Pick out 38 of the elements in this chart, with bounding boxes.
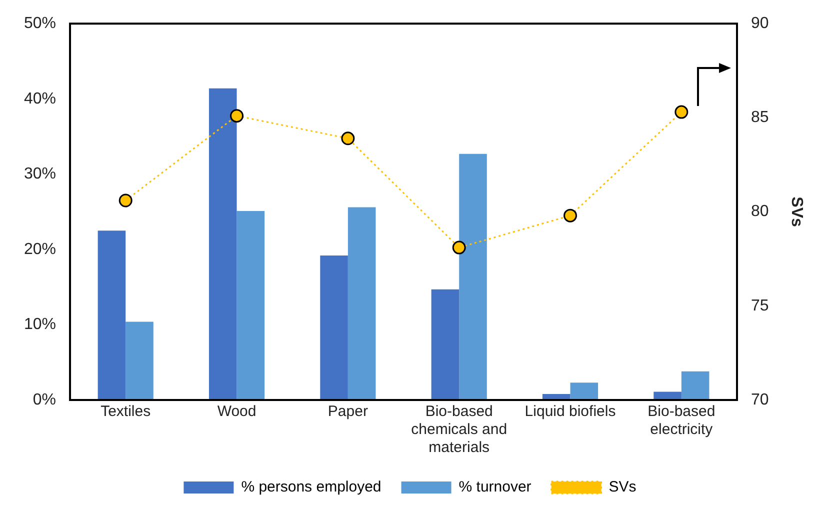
legend-label: % turnover (458, 478, 532, 496)
y-tick-label: 10% (24, 316, 56, 334)
y2-tick-label: 70 (751, 391, 769, 408)
legend-label: SVs (608, 478, 636, 496)
legend-label: % persons employed (241, 478, 382, 496)
x-tick-label: Bio-based electricity (648, 403, 716, 438)
bar (654, 392, 682, 400)
point (341, 132, 355, 146)
y-tick-label: 0% (32, 391, 56, 408)
bar (320, 255, 348, 400)
y-tick-label: 20% (24, 240, 56, 258)
point (674, 105, 688, 119)
bar (126, 322, 154, 400)
point (564, 208, 578, 222)
bar (208, 88, 237, 400)
x-tick-label: Wood (217, 403, 256, 420)
y2-tick-label: 75 (751, 297, 769, 314)
x-tick-label: Textiles (100, 403, 151, 420)
x-tick-label: Bio-based chemicals and materials (411, 403, 508, 456)
bar (98, 230, 126, 400)
y2-tick-label: 90 (751, 15, 769, 32)
y-tick-label: 50% (24, 15, 56, 32)
point (118, 194, 132, 208)
bar (570, 382, 598, 400)
bar (681, 371, 710, 400)
bar (459, 154, 487, 400)
bar (431, 289, 460, 400)
point (230, 109, 244, 123)
y2-tick-label: 80 (751, 203, 769, 220)
point (452, 240, 466, 254)
y-tick-label: 40% (24, 90, 56, 108)
bar (348, 207, 376, 400)
x-tick-label: Liquid biofiels (524, 403, 616, 420)
y-tick-label: 30% (24, 166, 56, 183)
y2-axis-title: SVs (788, 196, 805, 228)
x-tick-label: Paper (328, 403, 368, 420)
bar (236, 211, 265, 400)
y2-tick-label: 85 (751, 109, 769, 126)
